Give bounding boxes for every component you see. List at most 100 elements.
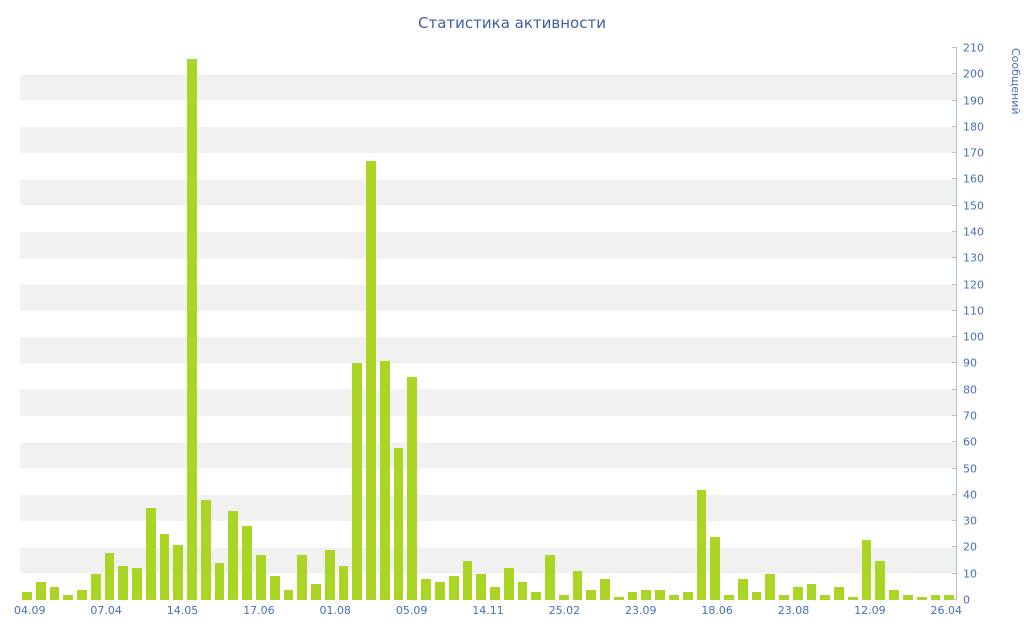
y-tick-mark [952, 493, 957, 495]
y-tick-mark [952, 152, 957, 154]
bar [613, 597, 624, 600]
bar [338, 565, 349, 600]
bar [834, 586, 844, 600]
y-tick-label: 190 [963, 94, 984, 108]
bar [682, 592, 693, 600]
y-tick-mark [952, 231, 957, 232]
y-tick-label: 0 [963, 593, 970, 607]
y-tick-label: 180 [963, 120, 984, 134]
bar [503, 568, 514, 600]
bar [655, 589, 665, 600]
y-axis-title: Сообщений [1009, 48, 1022, 115]
bar [462, 560, 473, 600]
bar [366, 161, 376, 600]
y-tick-label: 130 [963, 251, 984, 265]
y-tick-label: 140 [963, 225, 984, 239]
bar [668, 594, 679, 600]
bar [724, 594, 734, 600]
bars-container [20, 48, 956, 600]
y-tick-mark [952, 336, 957, 338]
plot-area [20, 48, 956, 600]
bar [792, 586, 803, 600]
x-tick-label: 04.09 [14, 604, 46, 617]
bar [903, 594, 913, 600]
bar [889, 589, 899, 600]
bar [407, 376, 418, 600]
y-tick-mark [952, 362, 957, 364]
y-tick-label: 120 [963, 278, 984, 292]
bar [77, 589, 87, 600]
y-tick-label: 200 [963, 67, 984, 81]
x-axis-labels: 04.09 07.04 14.05 17.06 01.08 05.09 14.11 25.02… [14, 604, 962, 617]
y-tick-label: 160 [963, 172, 984, 186]
y-tick-mark [952, 309, 957, 311]
bar [572, 571, 583, 600]
bar [490, 586, 500, 600]
x-tick-label: 18.06 [701, 604, 733, 617]
bar [737, 578, 748, 600]
bar [820, 594, 831, 600]
bar [558, 594, 569, 600]
y-tick-label: 110 [963, 304, 984, 318]
y-tick-mark [952, 546, 957, 548]
bar [531, 592, 542, 600]
bar [311, 584, 321, 600]
bar [104, 552, 115, 600]
y-tick-mark [952, 125, 957, 127]
bar [847, 597, 858, 600]
y-tick-label: 60 [963, 435, 977, 449]
bar [393, 447, 404, 600]
y-tick-mark [952, 283, 957, 285]
x-tick-label: 23.08 [777, 604, 810, 617]
bar [751, 592, 762, 600]
x-tick-label: 01.08 [319, 604, 352, 617]
y-tick-label: 10 [963, 567, 977, 581]
bar [145, 508, 156, 600]
bar [214, 563, 225, 600]
bar [517, 581, 528, 600]
bar [779, 594, 789, 600]
bar [710, 536, 721, 600]
bar [545, 555, 555, 600]
y-tick-label: 40 [963, 488, 977, 502]
y-tick-label: 80 [963, 383, 977, 397]
y-tick-label: 70 [963, 409, 977, 423]
bar [63, 594, 74, 600]
x-tick-label: 07.04 [90, 604, 122, 617]
y-tick-mark [952, 415, 957, 416]
x-tick-label: 14.05 [166, 604, 199, 617]
y-tick-mark [952, 388, 957, 390]
bar [173, 544, 184, 600]
x-tick-label: 23.09 [625, 604, 657, 617]
bar [132, 568, 142, 600]
x-tick-label: 14.11 [472, 604, 504, 617]
bar [930, 594, 941, 600]
bar [421, 578, 431, 600]
bar [118, 565, 129, 600]
bar [324, 550, 335, 600]
y-tick-label: 90 [963, 356, 977, 370]
y-tick-mark [952, 441, 957, 443]
y-tick-mark [952, 467, 957, 469]
bar [187, 58, 197, 600]
bar [283, 589, 294, 600]
bar [448, 576, 459, 600]
bar [269, 576, 280, 600]
bar [200, 500, 211, 600]
bar [379, 360, 390, 600]
bar [242, 526, 253, 600]
bar [22, 592, 32, 600]
bar [297, 555, 308, 600]
bar [765, 573, 776, 600]
y-tick-mark [952, 599, 957, 600]
bar [600, 578, 610, 600]
bar [49, 586, 60, 600]
y-tick-label: 100 [963, 330, 984, 344]
bar [627, 592, 638, 600]
bar [476, 573, 487, 600]
chart-title: Статистика активности [418, 14, 606, 32]
y-tick-mark [952, 520, 957, 522]
y-tick-label: 170 [963, 146, 984, 160]
x-tick-label: 26.04 [930, 604, 963, 617]
